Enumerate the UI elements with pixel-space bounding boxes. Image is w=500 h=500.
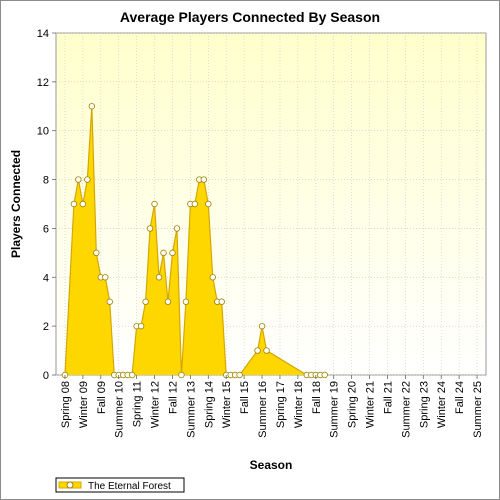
data-point xyxy=(142,298,149,305)
x-tick-label: Summer 13 xyxy=(185,381,197,438)
data-point xyxy=(151,200,158,208)
data-point xyxy=(102,274,109,281)
y-tick-label: 2 xyxy=(43,321,49,333)
x-tick-label: Winter 24 xyxy=(436,381,448,428)
data-point xyxy=(205,200,212,208)
data-point xyxy=(164,298,172,305)
x-tick-label: Winter 09 xyxy=(78,381,90,428)
data-point xyxy=(169,249,176,257)
legend-marker xyxy=(66,481,74,489)
data-point xyxy=(173,225,181,232)
data-point xyxy=(88,103,96,110)
x-axis-label: Season xyxy=(250,458,293,472)
y-tick-label: 14 xyxy=(37,28,49,40)
data-point xyxy=(160,249,167,257)
data-point xyxy=(218,298,225,305)
x-tick-label: Fall 18 xyxy=(311,381,323,414)
data-point xyxy=(191,200,199,208)
data-point xyxy=(128,371,136,379)
y-tick-label: 12 xyxy=(37,77,49,89)
x-tick-label: Fall 15 xyxy=(239,381,251,414)
x-tick-label: Spring 14 xyxy=(203,381,215,428)
x-tick-label: Summer 10 xyxy=(114,381,126,438)
x-tick-label: Summer 19 xyxy=(329,381,341,438)
x-tick-label: Winter 21 xyxy=(365,381,377,428)
data-point xyxy=(321,371,328,379)
y-tick-label: 6 xyxy=(43,223,49,235)
data-point xyxy=(75,176,82,183)
data-point xyxy=(178,371,185,379)
x-tick-label: Summer 16 xyxy=(257,381,269,438)
data-point xyxy=(79,200,87,208)
x-tick-label: Fall 24 xyxy=(454,381,466,414)
x-tick-label: Winter 15 xyxy=(221,381,233,428)
x-tick-label: Fall 09 xyxy=(96,381,108,414)
plot-area xyxy=(55,32,487,376)
x-tick-label: Summer 22 xyxy=(400,381,412,438)
x-tick-label: Spring 08 xyxy=(60,381,72,428)
data-point xyxy=(236,371,243,379)
x-tick-label: Spring 11 xyxy=(132,381,144,427)
legend-label: The Eternal Forest xyxy=(88,481,171,492)
x-tick-label: Spring 20 xyxy=(347,381,359,428)
data-point xyxy=(209,274,216,281)
x-axis-ticks: Spring 08 Winter 09 Fall 09 Summer 10 Spring… xyxy=(60,375,484,438)
y-axis-label: Players Connected xyxy=(9,150,23,258)
y-axis-ticks: 0 2 4 6 8 10 12 14 xyxy=(37,28,56,382)
data-point xyxy=(106,298,113,305)
x-tick-label: Spring 23 xyxy=(418,381,430,428)
x-tick-label: Spring 17 xyxy=(275,381,287,428)
data-point xyxy=(258,322,266,330)
y-tick-label: 8 xyxy=(43,175,49,187)
data-point xyxy=(93,249,100,257)
data-point xyxy=(155,274,163,281)
chart-title: Average Players Connected By Season xyxy=(120,9,380,25)
y-tick-label: 0 xyxy=(43,370,49,382)
legend: The Eternal Forest xyxy=(55,477,185,493)
data-point xyxy=(254,347,261,354)
x-tick-label: Winter 18 xyxy=(293,381,305,428)
data-point xyxy=(146,225,154,232)
data-point xyxy=(200,176,208,183)
data-point xyxy=(84,176,91,183)
legend-box xyxy=(55,477,185,493)
data-point xyxy=(263,347,270,354)
series-markers xyxy=(61,103,328,379)
data-point xyxy=(182,298,190,305)
y-tick-label: 4 xyxy=(43,272,49,284)
x-tick-label: Winter 12 xyxy=(150,381,162,428)
x-tick-label: Fall 12 xyxy=(167,381,179,414)
data-point xyxy=(137,322,145,330)
x-tick-label: Fall 21 xyxy=(382,381,394,414)
y-tick-label: 10 xyxy=(37,126,49,138)
x-tick-label: Summer 25 xyxy=(472,381,484,438)
data-point xyxy=(70,200,78,208)
area-fill xyxy=(64,106,325,376)
